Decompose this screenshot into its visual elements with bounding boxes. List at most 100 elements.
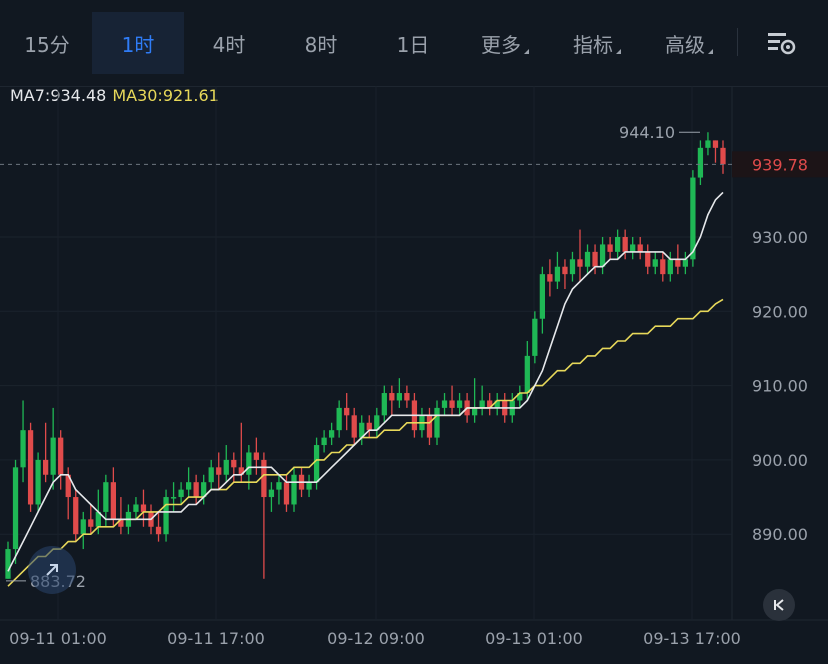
candle-body [118, 519, 124, 527]
current-price-tag [732, 151, 828, 178]
candle-body [246, 452, 252, 475]
candle-body [614, 237, 621, 252]
candle-body [336, 407, 342, 431]
y-tick-label: 890.00 [752, 525, 808, 544]
candle-body [208, 467, 214, 483]
x-tick-label: 09-11 17:00 [167, 629, 265, 648]
candle-body [584, 251, 591, 267]
dropdown-caret-icon [616, 44, 621, 54]
candle-body [366, 422, 372, 431]
candle-body [441, 400, 448, 408]
candle-body [223, 459, 229, 475]
skip-to-end-icon [774, 599, 784, 611]
tab-label: 指标 [573, 32, 613, 57]
candle-body [103, 482, 109, 512]
candle-body [720, 147, 726, 165]
high-price-label: 944.10 [619, 123, 675, 142]
candle-body [396, 393, 403, 401]
candle-body [630, 244, 636, 252]
candle-body [494, 400, 500, 408]
tab-1d[interactable]: 1日 [374, 12, 452, 74]
toolbar-divider [737, 28, 738, 56]
candle-body [471, 407, 478, 416]
candle-body [110, 482, 117, 520]
tab-label: 15分 [24, 32, 70, 57]
candle-body [50, 437, 56, 475]
tab-label: 更多 [481, 32, 521, 57]
candle-body [344, 407, 350, 416]
dropdown-caret-icon [708, 44, 713, 54]
expand-arrow-icon [46, 564, 58, 576]
candle-body [58, 437, 64, 475]
candle-body [359, 422, 365, 438]
candle-body [389, 393, 395, 401]
y-tick-label: 930.00 [752, 228, 808, 247]
tab-label: 1日 [396, 32, 430, 57]
candle-body [712, 140, 719, 148]
candle-body [562, 266, 568, 275]
candle-body [607, 244, 613, 252]
candle-body [238, 467, 244, 475]
candle-body [193, 482, 199, 498]
tab-advanced[interactable]: 高级 [650, 12, 728, 74]
candle-body [637, 244, 643, 252]
candle-body [73, 497, 79, 535]
candle-body [532, 318, 538, 356]
candle-body [374, 415, 380, 431]
x-tick-label: 09-11 01:00 [9, 629, 107, 648]
candle-body [682, 259, 689, 267]
candle-body [539, 274, 546, 319]
tab-15m[interactable]: 15分 [8, 12, 86, 74]
tab-indicators[interactable]: 指标 [558, 12, 636, 74]
candle-body [42, 459, 49, 475]
candle-body [201, 482, 207, 498]
ma7-line [7, 191, 724, 572]
expand-chart-button[interactable] [28, 546, 76, 594]
candle-body [434, 407, 440, 438]
candle-body [351, 415, 357, 438]
candle-body [253, 452, 260, 460]
candle-body [65, 474, 71, 498]
y-tick-label: 910.00 [752, 377, 808, 396]
candle-body [697, 147, 704, 178]
ma30-value: MA30:921.61 [112, 86, 219, 105]
candle-body [276, 482, 282, 490]
candle-body [645, 251, 651, 267]
candle-body [313, 445, 320, 483]
dropdown-caret-icon [524, 44, 529, 54]
candle-body [660, 259, 666, 275]
scroll-to-latest-button[interactable] [763, 589, 795, 621]
candle-body [554, 266, 561, 282]
candle-body [178, 489, 184, 498]
timeframe-toolbar: 15分 1时 4时 8时 1日 更多 指标 高级 [0, 0, 828, 87]
x-tick-label: 09-13 01:00 [485, 629, 583, 648]
tab-label: 8时 [304, 32, 338, 57]
tab-label: 高级 [665, 32, 705, 57]
candle-body [170, 497, 177, 499]
candle-body [381, 393, 387, 416]
candle-body [88, 519, 94, 527]
tab-8h[interactable]: 8时 [282, 12, 360, 74]
tab-label: 1时 [121, 32, 155, 57]
chart-settings-icon[interactable] [764, 28, 798, 58]
candle-body [306, 482, 312, 490]
tab-more[interactable]: 更多 [466, 12, 544, 74]
candle-body [35, 459, 41, 505]
candle-body [268, 489, 275, 498]
candle-body [675, 259, 681, 267]
candle-body [12, 467, 19, 550]
y-tick-label: 920.00 [752, 302, 808, 321]
candle-body [426, 415, 433, 438]
candle-body [404, 393, 410, 401]
current-price-label: 939.78 [752, 155, 808, 174]
tab-1h[interactable]: 1时 [92, 12, 184, 74]
tab-label: 4时 [212, 32, 246, 57]
tab-4h[interactable]: 4时 [190, 12, 268, 74]
candle-body [705, 140, 711, 148]
candle-body [449, 400, 455, 408]
candle-body [185, 482, 192, 490]
candle-body [690, 177, 696, 260]
candle-body [283, 482, 290, 505]
candle-body [487, 400, 493, 408]
